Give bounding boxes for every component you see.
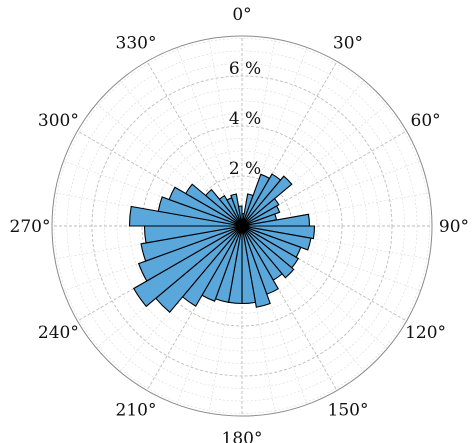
bar-130 xyxy=(241,225,295,279)
angle-tick-label-210: 210° xyxy=(116,401,157,421)
bar-230 xyxy=(132,225,243,308)
angle-tick-labels: 0° 30° 60° 90° 120° 150° 180° 210° 240° … xyxy=(10,5,470,443)
bar-160 xyxy=(241,225,271,308)
bar-60 xyxy=(241,205,281,227)
bar-50 xyxy=(241,197,280,227)
outer-circle xyxy=(51,35,433,417)
bar-290 xyxy=(168,186,243,227)
bar-340 xyxy=(230,193,243,227)
angle-tick-label-180: 180° xyxy=(222,429,263,443)
angle-tick-label-0: 0° xyxy=(232,5,251,25)
bar-250 xyxy=(140,225,243,262)
angle-tick-label-270: 270° xyxy=(10,217,51,237)
angle-tick-label-240: 240° xyxy=(38,323,79,343)
angle-tick-label-300: 300° xyxy=(38,111,79,131)
bar-320 xyxy=(218,194,243,227)
bars-group xyxy=(128,173,316,313)
bar-40 xyxy=(241,175,293,227)
bar-300 xyxy=(184,183,243,227)
bar-240 xyxy=(137,225,243,282)
angle-tick-label-330: 330° xyxy=(116,33,157,53)
angle-tick-label-120: 120° xyxy=(405,323,446,343)
angle-tick-label-30: 30° xyxy=(333,33,363,53)
radial-tick-label-6: 6 % xyxy=(229,59,261,79)
radial-tick-label-4: 4 % xyxy=(229,109,261,129)
bar-350 xyxy=(237,205,243,227)
angle-tick-label-150: 150° xyxy=(328,401,369,421)
radial-tick-labels: 2 % 4 % 6 % xyxy=(229,59,261,179)
radial-tick-label-2: 2 % xyxy=(229,159,261,179)
angle-tick-label-60: 60° xyxy=(411,111,441,131)
angle-tick-label-90: 90° xyxy=(439,217,469,237)
bar-310 xyxy=(204,188,243,227)
